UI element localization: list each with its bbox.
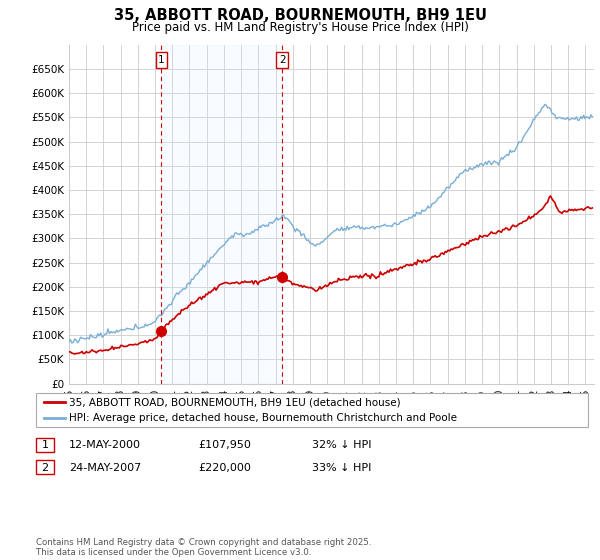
Text: 24-MAY-2007: 24-MAY-2007 <box>69 463 141 473</box>
Text: 2: 2 <box>279 55 286 65</box>
Text: 1: 1 <box>158 55 165 65</box>
Text: 33% ↓ HPI: 33% ↓ HPI <box>312 463 371 473</box>
Bar <box>161 45 282 384</box>
Text: Contains HM Land Registry data © Crown copyright and database right 2025.
This d: Contains HM Land Registry data © Crown c… <box>36 538 371 557</box>
Text: £107,950: £107,950 <box>198 440 251 450</box>
Text: 2: 2 <box>41 463 49 473</box>
Text: HPI: Average price, detached house, Bournemouth Christchurch and Poole: HPI: Average price, detached house, Bour… <box>69 413 457 423</box>
Text: Price paid vs. HM Land Registry's House Price Index (HPI): Price paid vs. HM Land Registry's House … <box>131 21 469 34</box>
Text: 32% ↓ HPI: 32% ↓ HPI <box>312 440 371 450</box>
Text: 35, ABBOTT ROAD, BOURNEMOUTH, BH9 1EU (detached house): 35, ABBOTT ROAD, BOURNEMOUTH, BH9 1EU (d… <box>69 397 401 407</box>
Text: £220,000: £220,000 <box>198 463 251 473</box>
Text: 12-MAY-2000: 12-MAY-2000 <box>69 440 141 450</box>
Text: 35, ABBOTT ROAD, BOURNEMOUTH, BH9 1EU: 35, ABBOTT ROAD, BOURNEMOUTH, BH9 1EU <box>113 8 487 24</box>
Text: 1: 1 <box>41 440 49 450</box>
